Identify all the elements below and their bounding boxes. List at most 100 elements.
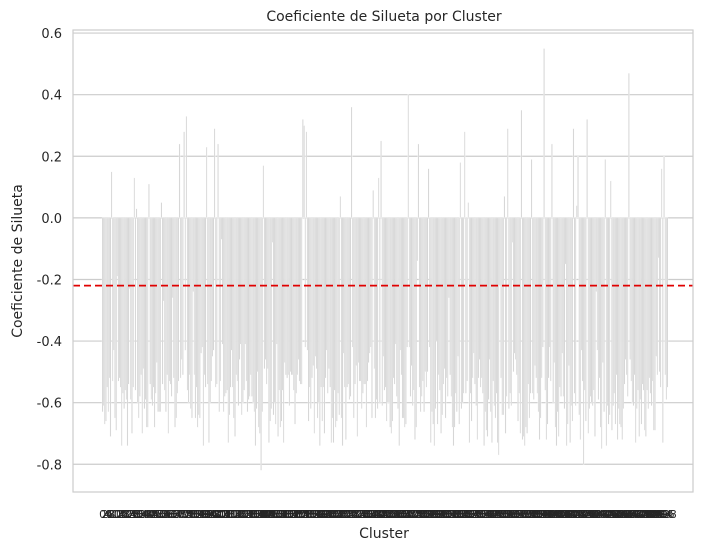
- bar: [296, 217, 299, 376]
- x-tick-label: 32: [132, 508, 146, 521]
- x-tick-label: 148: [260, 508, 281, 521]
- bar: [551, 143, 553, 219]
- bar: [658, 217, 661, 373]
- bar: [217, 143, 219, 219]
- x-tick-label: 350: [488, 508, 509, 521]
- x-tick-label: 22: [120, 508, 134, 521]
- x-tick-label: 374: [515, 508, 536, 521]
- x-tick-label: 60: [163, 508, 177, 521]
- x-tick-label: 152: [264, 508, 285, 521]
- bar: [455, 217, 457, 394]
- bar: [121, 217, 123, 446]
- bar: [604, 159, 606, 219]
- bar: [183, 131, 185, 219]
- x-tick-label: 122: [230, 508, 251, 521]
- x-tick-label: 96: [204, 508, 218, 521]
- x-tick-label: 188: [305, 508, 326, 521]
- x-tick-label: 302: [434, 508, 455, 521]
- x-tick-label: 434: [583, 508, 604, 521]
- bar: [319, 217, 321, 446]
- x-tick-label: 444: [595, 508, 616, 521]
- x-tick-label: 412: [558, 508, 579, 521]
- x-tick-label: 198: [316, 508, 337, 521]
- bar: [148, 183, 150, 219]
- bar: [143, 217, 146, 410]
- x-tick-label: 154: [266, 508, 287, 521]
- x-tick-label: 320: [454, 508, 475, 521]
- bar: [303, 125, 305, 219]
- x-tick-label: 308: [441, 508, 462, 521]
- bar: [460, 217, 463, 410]
- bar: [664, 217, 666, 376]
- x-tick-label: 234: [357, 508, 378, 521]
- bar: [608, 217, 611, 416]
- x-tick-label: 26: [125, 508, 139, 521]
- x-tick-label: 436: [586, 508, 607, 521]
- bar: [349, 217, 352, 397]
- x-tick-label: 402: [547, 508, 568, 521]
- x-tick-label: 270: [398, 508, 419, 521]
- x-tick-label: 196: [314, 508, 335, 521]
- bar: [273, 217, 276, 403]
- x-tick-label: 74: [179, 508, 193, 521]
- x-tick-label: 480: [635, 508, 656, 521]
- x-tick-label: 388: [531, 508, 552, 521]
- x-tick-label: 126: [235, 508, 256, 521]
- bar: [115, 217, 117, 431]
- bar: [545, 217, 548, 440]
- x-tick-label: 286: [416, 508, 437, 521]
- x-tick-label: 278: [407, 508, 428, 521]
- x-tick-label: 130: [239, 508, 260, 521]
- x-tick-label: 456: [608, 508, 629, 521]
- bar: [109, 217, 112, 437]
- bar: [211, 217, 214, 357]
- x-tick-label: 246: [371, 508, 392, 521]
- x-tick-label: 70: [175, 508, 189, 521]
- x-tick-label: 330: [466, 508, 487, 521]
- bar: [191, 217, 193, 419]
- bar: [511, 217, 514, 243]
- x-tick-label: 8: [108, 508, 115, 521]
- x-tick-label: 238: [361, 508, 382, 521]
- x-tick-label: 110: [217, 508, 238, 521]
- x-tick-label: 498: [656, 508, 677, 521]
- bar: [378, 177, 380, 219]
- x-tick-label: 476: [631, 508, 652, 521]
- bar: [656, 217, 658, 376]
- x-tick-label: 50: [152, 508, 166, 521]
- x-tick-label: 292: [423, 508, 444, 521]
- x-tick-label: 248: [373, 508, 394, 521]
- x-tick-label: 346: [484, 508, 505, 521]
- bar: [666, 217, 669, 388]
- y-tick-label: 0.4: [41, 89, 62, 104]
- x-tick-label: 42: [143, 508, 157, 521]
- bar: [528, 217, 531, 419]
- bar: [285, 217, 287, 376]
- x-tick-label: 54: [157, 508, 171, 521]
- x-tick-label: 338: [475, 508, 496, 521]
- x-tick-label: 46: [148, 508, 162, 521]
- bar: [543, 48, 545, 219]
- bar: [539, 217, 542, 419]
- bar: [159, 217, 162, 413]
- y-axis-label: Coeficiente de Silueta: [10, 184, 26, 338]
- x-tick-label: 200: [318, 508, 339, 521]
- x-tick-label: 298: [429, 508, 450, 521]
- x-tick-label: 146: [257, 508, 278, 521]
- x-tick-label: 30: [130, 508, 144, 521]
- x-tick-label: 486: [642, 508, 663, 521]
- x-tick-label: 216: [337, 508, 358, 521]
- bar: [204, 217, 207, 388]
- x-tick-label: 236: [359, 508, 380, 521]
- x-tick-label: 206: [325, 508, 346, 521]
- x-tick-label: 416: [563, 508, 584, 521]
- x-tick-label: 112: [219, 508, 240, 521]
- bars-group: [101, 48, 669, 471]
- x-tick-label: 392: [536, 508, 557, 521]
- bar: [619, 217, 621, 425]
- x-tick-label: 124: [232, 508, 253, 521]
- x-tick-label: 136: [246, 508, 267, 521]
- x-tick-label: 466: [620, 508, 641, 521]
- x-tick-label: 454: [606, 508, 627, 521]
- x-tick-label: 458: [611, 508, 632, 521]
